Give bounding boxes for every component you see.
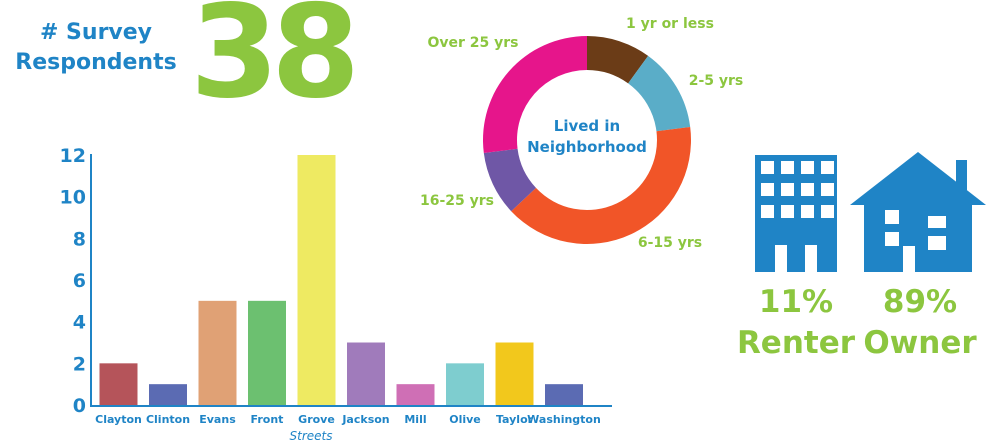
donut-center-label-line1: Lived in xyxy=(554,117,620,135)
donut-slice-labels: 1 yr or less 2-5 yrs 6-15 yrs 16-25 yrs Over… xyxy=(420,16,743,251)
respondents-label-line1: # Survey xyxy=(39,20,153,45)
donut-slice-2-5-yrs xyxy=(628,55,691,132)
donut-slice-label: 2-5 yrs xyxy=(689,73,744,89)
respondents-count: 38 xyxy=(190,0,360,127)
x-tick-label: Mill xyxy=(404,413,426,426)
donut-slice-1-yr-or-less xyxy=(587,36,649,84)
x-tick-label: Grove xyxy=(298,413,335,426)
x-tick-label: Clinton xyxy=(146,413,190,426)
donut-slices xyxy=(483,36,691,245)
bars xyxy=(99,155,583,405)
y-tick-label: 0 xyxy=(73,395,86,417)
y-tick-label: 4 xyxy=(73,312,86,334)
owner-label: Owner xyxy=(863,325,977,361)
y-tick-label: 12 xyxy=(60,145,86,167)
bar-olive xyxy=(446,363,484,405)
apartment-building-icon xyxy=(755,155,837,272)
y-tick-label: 6 xyxy=(73,270,86,292)
x-tick-label: Clayton xyxy=(95,413,142,426)
bar-grove xyxy=(297,155,336,405)
x-tick-label: Jackson xyxy=(341,413,389,426)
donut-slice-over-25-yrs xyxy=(483,36,587,154)
respondents-label-line2: Respondents xyxy=(15,50,177,75)
house-icon xyxy=(850,152,986,272)
x-tick-label: Evans xyxy=(199,413,236,426)
x-axis-title: Streets xyxy=(290,429,333,443)
bar-evans xyxy=(198,300,237,405)
donut-slice-label: Over 25 yrs xyxy=(427,35,518,51)
bar-jackson xyxy=(347,342,385,405)
y-tick-label: 2 xyxy=(73,353,86,375)
x-tick-label: Taylor xyxy=(496,413,534,426)
renter-label: Renter xyxy=(736,325,856,361)
owner-percent: 89% xyxy=(882,284,958,320)
bar-clinton xyxy=(149,384,187,405)
y-tick-label: 10 xyxy=(60,187,86,209)
bar-washington xyxy=(545,384,583,405)
donut-slice-label: 6-15 yrs xyxy=(638,235,702,251)
bar-taylor xyxy=(495,342,534,405)
bar-front xyxy=(248,300,286,405)
donut-center-label-line2: Neighborhood xyxy=(527,138,647,156)
y-tick-labels: 0 2 4 6 8 10 12 xyxy=(60,145,86,417)
donut-slice-16-25-yrs xyxy=(483,148,536,212)
x-tick-label: Front xyxy=(251,413,284,426)
renter-percent: 11% xyxy=(758,284,834,320)
x-tick-label: Olive xyxy=(449,413,481,426)
donut-slice-6-15-yrs xyxy=(511,126,691,245)
respondents-label: # Survey Respondents xyxy=(10,18,182,78)
bar-mill xyxy=(396,384,435,405)
y-tick-label: 8 xyxy=(73,228,86,250)
donut-slice-label: 1 yr or less xyxy=(626,16,714,32)
x-tick-label: Washington xyxy=(527,413,601,426)
donut-slice-label: 16-25 yrs xyxy=(420,193,494,209)
x-tick-labels: Clayton Clinton Evans Front Grove Jackson Mill… xyxy=(95,413,601,426)
bar-clayton xyxy=(99,363,138,405)
